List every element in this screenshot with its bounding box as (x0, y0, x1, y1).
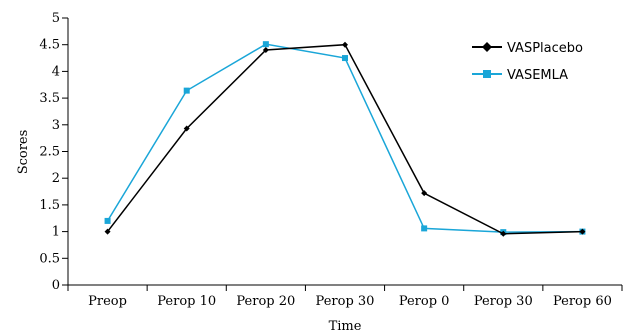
x-tick-label: Perop 60 (553, 294, 612, 309)
x-tick-label: Perop 30 (316, 294, 375, 309)
y-tick-label: 0 (52, 278, 60, 293)
y-tick-label: 4.5 (39, 38, 60, 53)
y-ticks: 0 0.5 1 1.5 2 2.5 3 3.5 4 4.5 5 (39, 11, 68, 293)
x-tick-label: Perop 30 (474, 294, 533, 309)
data-point (104, 228, 111, 235)
y-tick-label: 2.5 (39, 145, 60, 160)
x-tick-label: Perop 20 (236, 294, 295, 309)
data-point (183, 87, 190, 94)
y-tick-label: 4 (52, 64, 60, 79)
y-tick-label: 3.5 (39, 91, 60, 106)
y-tick-label: 0.5 (39, 251, 60, 266)
y-tick-label: 2 (52, 171, 60, 186)
legend-item-placebo: VASPlacebo (472, 41, 583, 56)
x-tick-label: Preop (88, 294, 127, 309)
x-ticks: Preop Perop 10 Perop 20 Perop 30 Perop 0 Pero… (67, 285, 623, 309)
y-tick-label: 1 (52, 225, 60, 240)
data-point (262, 41, 269, 48)
y-tick-label: 5 (52, 11, 60, 26)
legend-label-placebo: VASPlacebo (507, 41, 583, 56)
y-tick-label: 1.5 (39, 198, 60, 213)
y-axis-title: Scores (16, 130, 31, 175)
data-point (342, 55, 348, 62)
data-point (183, 125, 190, 132)
data-point (262, 47, 269, 54)
y-tick-label: 3 (52, 118, 60, 133)
x-tick-label: Perop 0 (399, 294, 450, 309)
data-point (342, 41, 348, 48)
legend-item-emla: VASEMLA (472, 68, 568, 83)
data-point (500, 230, 507, 237)
data-point (421, 190, 428, 197)
legend-marker-placebo (482, 42, 492, 52)
x-tick-label: Perop 10 (157, 294, 216, 309)
legend: VASPlacebo VASEMLA (472, 41, 583, 83)
data-point (421, 225, 428, 232)
series-placebo (104, 41, 586, 237)
legend-label-emla: VASEMLA (507, 68, 568, 83)
data-point (579, 228, 586, 235)
legend-marker-emla (483, 70, 491, 78)
series-layer (104, 41, 586, 237)
x-axis-title: Time (329, 319, 362, 334)
data-point (104, 217, 111, 224)
